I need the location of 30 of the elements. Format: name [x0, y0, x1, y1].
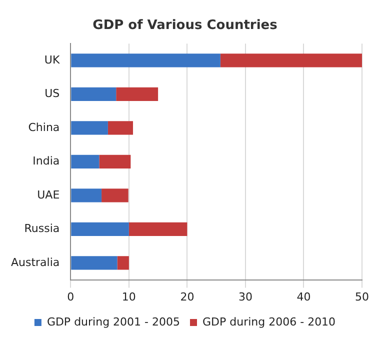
bar — [116, 87, 158, 102]
x-tick-label: 50 — [355, 290, 369, 304]
bar — [71, 222, 129, 236]
bar — [71, 154, 100, 169]
bar — [99, 154, 131, 169]
y-tick-label: India — [32, 154, 60, 168]
chart-title: GDP of Various Countries — [92, 18, 278, 34]
bar — [71, 54, 220, 68]
x-tick-label: 30 — [238, 290, 252, 304]
y-tick-label: Russia — [24, 222, 60, 236]
legend-label: GDP during 2006 - 2010 — [202, 315, 336, 328]
bar — [117, 256, 129, 270]
bar — [71, 87, 116, 102]
bar — [128, 222, 188, 236]
y-tick-label: China — [28, 120, 60, 134]
x-tick-label: 0 — [67, 290, 74, 304]
bar — [71, 121, 108, 135]
x-tick-label: 40 — [296, 290, 311, 304]
y-tick-label: US — [44, 87, 60, 100]
x-tick-label: 10 — [122, 290, 136, 304]
legend-label: GDP during 2001 - 2005 — [46, 315, 180, 328]
bar — [220, 54, 362, 68]
bar — [102, 188, 128, 202]
y-tick-label: UAE — [37, 188, 60, 202]
bar — [71, 188, 102, 202]
bar — [108, 121, 134, 135]
y-tick-label: Australia — [10, 256, 60, 269]
x-tick-label: 20 — [180, 290, 194, 304]
y-tick-label: UK — [44, 53, 60, 66]
bar — [71, 256, 118, 270]
